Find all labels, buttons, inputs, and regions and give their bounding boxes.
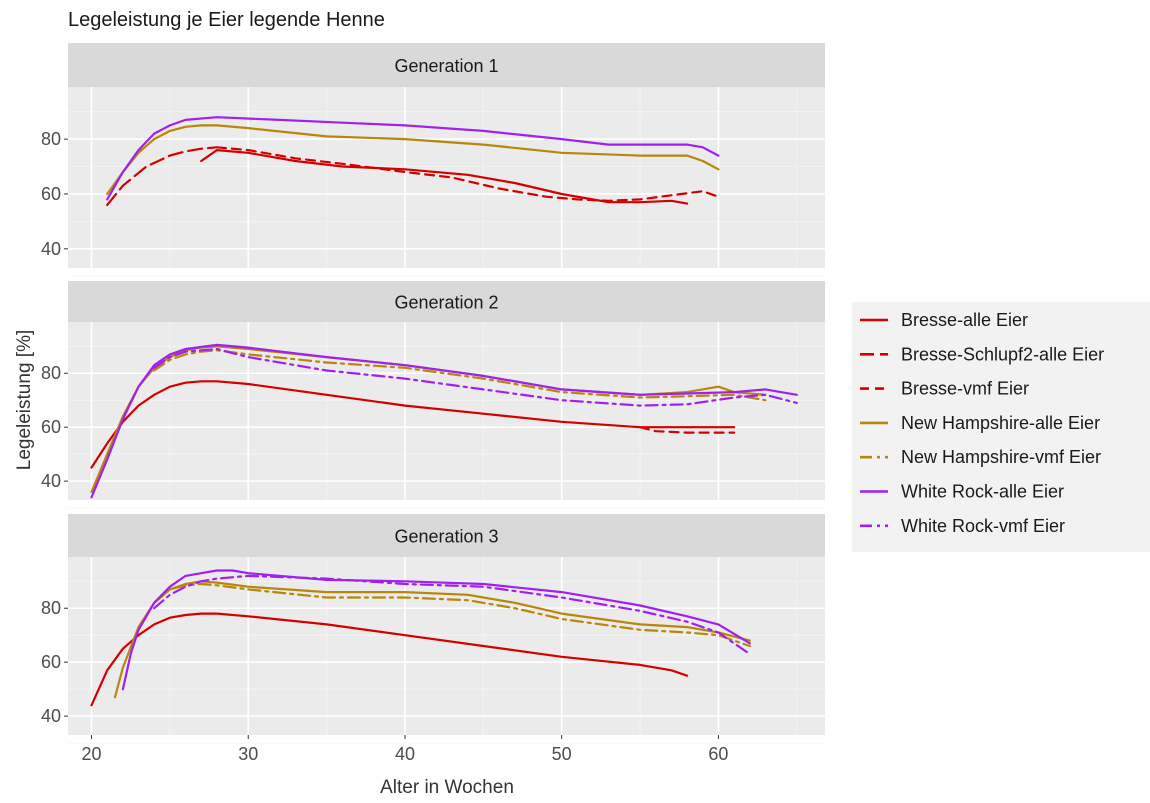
panel-generation-2: Generation 2 40 60 80 (41, 281, 825, 509)
y-axis-title: Legeleistung [%] (14, 330, 35, 471)
panel-strip (68, 514, 825, 557)
legend-background (852, 302, 1150, 553)
legend-label: Bresse-Schlupf2-alle Eier (901, 344, 1104, 364)
panel-background (68, 557, 825, 735)
series-line-white-rock-alle-eier (90, 343, 798, 499)
x-tick-label: 30 (238, 744, 258, 764)
legend-label: White Rock-vmf Eier (901, 516, 1065, 536)
x-axis-title: Alter in Wochen (380, 777, 514, 798)
panel-generation-3: Generation 3 40 60 80 (41, 514, 825, 744)
y-tick-label: 40 (41, 471, 61, 491)
y-tick-label: 60 (41, 652, 61, 672)
series-line-white-rock-vmf-eier (153, 347, 798, 407)
y-tick-label: 40 (41, 706, 61, 726)
series-line-bresse-schlupf2-alle-eier (106, 146, 218, 206)
y-tick-label: 80 (41, 598, 61, 618)
chart-title: Legeleistung je Eier legende Henne (68, 9, 385, 31)
panel-strip-label: Generation 1 (394, 56, 498, 76)
x-tick-label: 50 (552, 744, 572, 764)
panel-background (68, 322, 825, 500)
y-tick-label: 60 (41, 417, 61, 437)
panel-generation-1: Generation 1 40 60 80 (41, 43, 825, 277)
y-tick-label: 40 (41, 239, 61, 259)
x-axis: 20 30 40 50 60 (81, 735, 728, 764)
panel-strip-label: Generation 3 (394, 527, 498, 547)
legend-label: White Rock-alle Eier (901, 482, 1064, 502)
legend-label: Bresse-vmf Eier (901, 379, 1029, 399)
panel-strip (68, 43, 825, 87)
series-line-new-hampshire-vmf-eier (153, 349, 767, 402)
series-line-new-hampshire-alle-eier (106, 124, 720, 196)
legend: Bresse-alle Eier Bresse-Schlupf2-alle Eie… (852, 302, 1150, 553)
series-line-white-rock-alle-eier (106, 116, 720, 201)
series-line-white-rock-alle-eier (121, 569, 751, 691)
legend-label: New Hampshire-alle Eier (901, 413, 1100, 433)
y-tick-label: 80 (41, 363, 61, 383)
series-line-bresse-alle-eier (200, 149, 689, 205)
y-tick-label: 60 (41, 184, 61, 204)
series-line-bresse-vmf-eier (215, 146, 720, 202)
y-tick-label: 80 (41, 129, 61, 149)
panel-strip (68, 281, 825, 322)
series-line-white-rock-vmf-eier (153, 574, 751, 656)
x-tick-label: 60 (708, 744, 728, 764)
series-line-bresse-alle-eier (90, 380, 736, 469)
legend-label: Bresse-alle Eier (901, 310, 1028, 330)
x-tick-label: 20 (81, 744, 101, 764)
legend-label: New Hampshire-vmf Eier (901, 447, 1101, 467)
panel-strip-label: Generation 2 (394, 293, 498, 313)
x-tick-label: 40 (395, 744, 415, 764)
series-line-bresse-vmf-eier (639, 426, 736, 434)
